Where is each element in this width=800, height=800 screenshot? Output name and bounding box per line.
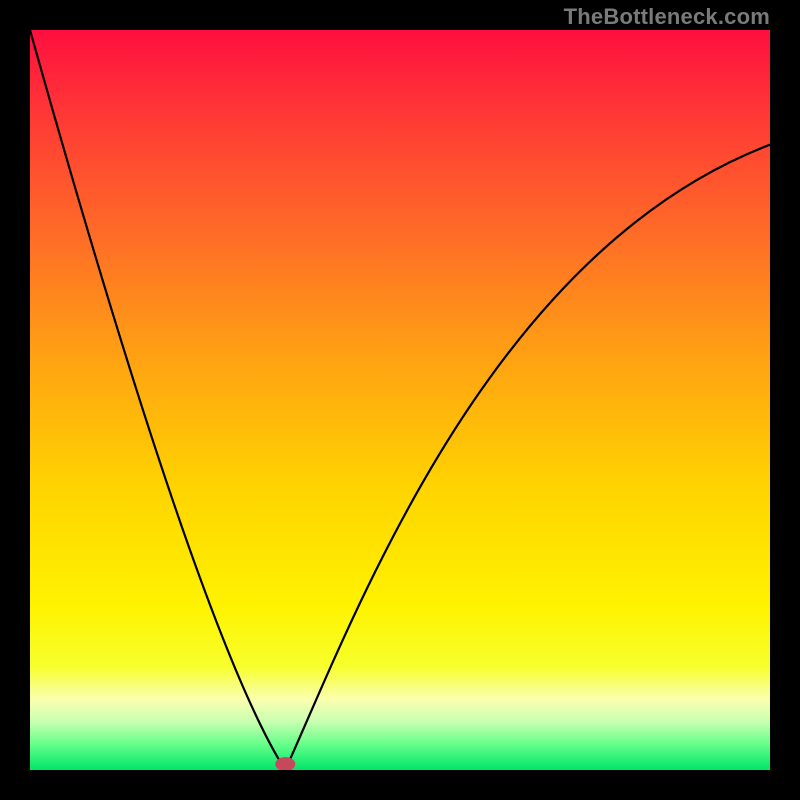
chart-background bbox=[30, 30, 770, 770]
watermark-text: TheBottleneck.com bbox=[564, 4, 770, 30]
chart-svg bbox=[30, 30, 770, 770]
chart-frame: TheBottleneck.com bbox=[0, 0, 800, 800]
plot-area bbox=[30, 30, 770, 770]
